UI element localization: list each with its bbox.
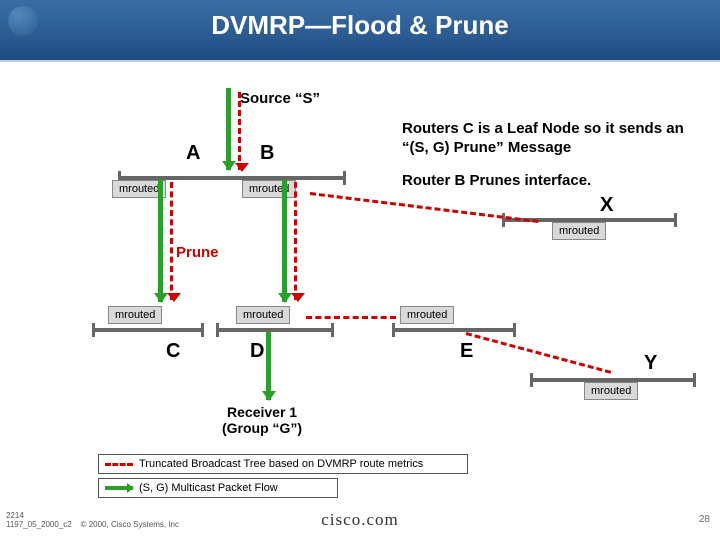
footer-brand: cisco.com: [0, 510, 720, 530]
legend-dash-text: Truncated Broadcast Tree based on DVMRP …: [139, 458, 423, 470]
slide-header: DVMRP—Flood & Prune: [0, 0, 720, 62]
router-label-b: B: [260, 142, 274, 165]
annotation-1: Routers C is a Leaf Node so it sends an …: [402, 120, 692, 158]
router-label-d: D: [250, 340, 264, 363]
mrouted-y: mrouted: [584, 382, 638, 400]
footer-page: 28: [699, 514, 710, 525]
wire-c: [92, 328, 204, 332]
wire-e: [392, 328, 516, 332]
mrouted-c: mrouted: [108, 306, 162, 324]
annotation-2: Router B Prunes interface.: [402, 172, 692, 191]
receiver-l1: Receiver 1: [222, 404, 302, 420]
legend-dash: Truncated Broadcast Tree based on DVMRP …: [98, 454, 468, 474]
router-label-c: C: [166, 340, 180, 363]
flow-src-down: [226, 88, 231, 170]
diagram-stage: Source “S” A B C D E X Y mrouted mrouted…: [0, 62, 720, 540]
router-label-e: E: [460, 340, 473, 363]
legend-solid: (S, G) Multicast Packet Flow: [98, 478, 338, 498]
prune-label: Prune: [176, 244, 219, 261]
flow-b-down: [282, 180, 287, 302]
slide-title: DVMRP—Flood & Prune: [0, 10, 720, 41]
flow-a-down: [158, 180, 163, 302]
tbt-b-x: [310, 192, 539, 223]
tbt-d-e: [306, 316, 396, 319]
mrouted-d: mrouted: [236, 306, 290, 324]
flow-d-down: [266, 332, 271, 400]
source-label: Source “S”: [240, 90, 320, 107]
mrouted-x: mrouted: [552, 222, 606, 240]
legend-dash-swatch: [105, 463, 133, 466]
mrouted-b: mrouted: [242, 180, 296, 198]
mrouted-e: mrouted: [400, 306, 454, 324]
tbt-src: [238, 92, 241, 170]
router-label-a: A: [186, 142, 200, 165]
legend-solid-swatch: [105, 486, 133, 490]
receiver-block: Receiver 1 (Group “G”): [222, 404, 302, 436]
tbt-a-c: [170, 182, 173, 300]
tbt-e-y: [466, 332, 612, 374]
receiver-l2: (Group “G”): [222, 420, 302, 436]
wire-d: [216, 328, 334, 332]
router-label-x: X: [600, 194, 613, 217]
tbt-b-d: [294, 182, 297, 300]
router-label-y: Y: [644, 352, 657, 375]
legend-solid-text: (S, G) Multicast Packet Flow: [139, 482, 278, 494]
